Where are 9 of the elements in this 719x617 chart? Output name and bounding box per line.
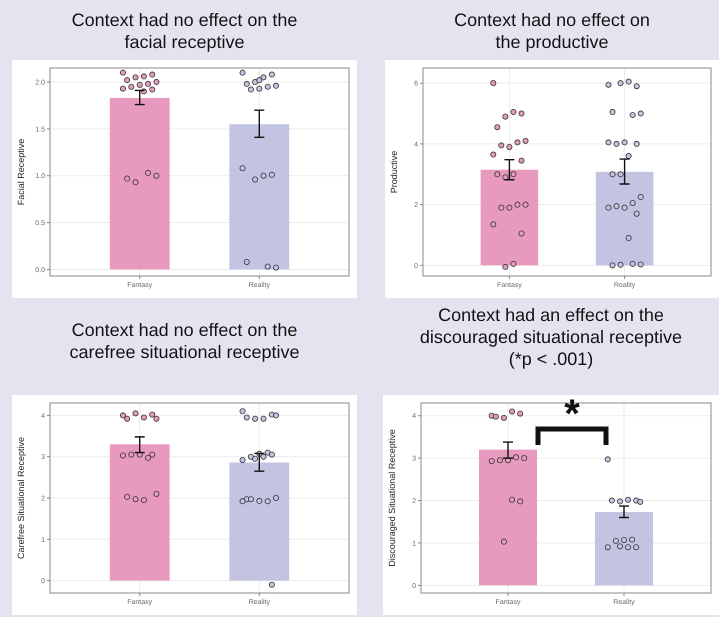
y-axis-title: Carefree Situational Receptive	[16, 436, 26, 560]
y-axis-title: Discouraged Situational Receptive	[387, 429, 397, 567]
chart-title: Context had no effect on the productive	[454, 10, 650, 52]
chart-title: Context had no effect on the facial receptive	[72, 10, 298, 52]
chart-title: Context had no effect on the carefree situational receptive	[69, 320, 300, 362]
y-axis-title: Productive	[389, 150, 399, 194]
annotation: *	[564, 392, 580, 436]
chart-title: Context had an effect on the discouraged situational receptive (*p < .001)	[420, 305, 682, 369]
y-axis-title: Facial Receptive	[16, 138, 26, 206]
